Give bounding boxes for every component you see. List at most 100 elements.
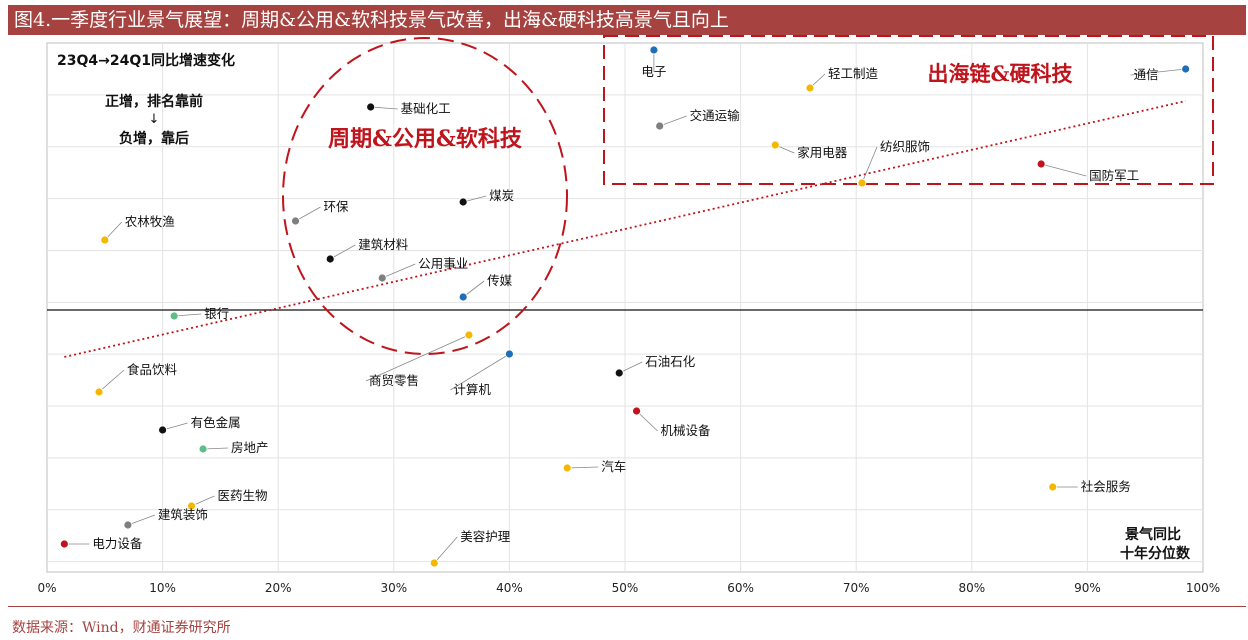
data-point [464, 330, 474, 340]
leader-line [98, 369, 125, 393]
data-point [649, 45, 659, 55]
point-label: 房地产 [231, 440, 269, 455]
data-point [458, 197, 468, 207]
point-label: 汽车 [601, 459, 626, 474]
leader-line [382, 263, 416, 279]
x-tick-label: 100% [1186, 581, 1220, 595]
legend-note-line1: 正增，排名靠前 [105, 93, 203, 110]
x-tick-label: 50% [612, 581, 639, 595]
point-label: 医药生物 [218, 488, 268, 503]
x-tick-label: 60% [727, 581, 754, 595]
leader-line [330, 244, 356, 260]
leader-line [1130, 68, 1186, 76]
scatter-chart: 0% 10% 20% 30% 40% 50% 60% 70% 80% 90% 100% 周期&公用&软… [37, 35, 1220, 595]
annotation-label: 出海链&硬科技 [928, 61, 1074, 86]
x-tick-label: 80% [958, 581, 985, 595]
annotation-label: 周期&公用&软科技 [328, 126, 523, 152]
bottom-rule [8, 606, 1246, 607]
source-note: 数据来源：Wind，财通证券研究所 [12, 620, 231, 636]
leader-line [861, 146, 878, 184]
leader-line [567, 466, 599, 469]
point-label: 国防军工 [1089, 168, 1139, 183]
x-tick-label: 40% [496, 581, 523, 595]
cluster-ellipse [282, 37, 568, 355]
leader-line [462, 280, 485, 298]
point-label: 通信 [1134, 67, 1159, 82]
data-point [377, 273, 387, 283]
data-point [429, 558, 439, 568]
trend-line [64, 100, 1186, 358]
leader-line [127, 514, 156, 526]
point-label: 公用事业 [418, 256, 468, 271]
data-point [59, 539, 69, 549]
data-point [655, 121, 665, 131]
data-point [291, 216, 300, 226]
x-axis-label: 十年分位数 [1120, 545, 1191, 562]
x-tick-label: 30% [380, 581, 407, 595]
point-label: 电子 [641, 64, 666, 79]
data-point [94, 387, 104, 397]
point-label: 纺织服饰 [880, 139, 930, 154]
x-tick-label: 20% [265, 581, 292, 595]
data-point [1181, 64, 1191, 74]
point-label: 轻工制造 [828, 66, 879, 81]
data-point [1048, 482, 1058, 492]
x-tick-label: 10% [149, 581, 176, 595]
point-label: 建筑材料 [358, 237, 409, 252]
data-point [614, 368, 624, 378]
point-label: 农林牧渔 [125, 214, 175, 229]
point-label: 有色金属 [191, 415, 241, 430]
point-label: 计算机 [453, 382, 491, 397]
data-point [366, 102, 376, 112]
data-point [198, 444, 208, 454]
data-point [504, 349, 514, 359]
point-label: 环保 [324, 199, 350, 214]
leader-line [365, 334, 470, 382]
data-point [770, 140, 780, 150]
point-label: 商贸零售 [369, 373, 419, 388]
data-point [123, 520, 133, 530]
legend-note-line2: 负增，靠后 [119, 130, 189, 147]
leader-line [636, 410, 658, 432]
data-point [857, 178, 867, 188]
data-point [632, 406, 641, 416]
point-label: 石油石化 [645, 354, 696, 369]
point-label: 基础化工 [401, 101, 451, 116]
leader-line [450, 353, 510, 391]
data-point [1036, 159, 1046, 169]
point-label: 电力设备 [92, 536, 143, 551]
point-label: 交通运输 [690, 108, 741, 123]
data-point [187, 501, 196, 511]
leader-line [370, 106, 398, 110]
point-label: 传媒 [487, 273, 513, 288]
leader-line [174, 313, 202, 317]
cluster-box [603, 35, 1214, 185]
leader-line [433, 536, 458, 564]
x-tick-label: 0% [37, 581, 56, 595]
data-point [805, 83, 815, 93]
point-label: 机械设备 [661, 423, 712, 438]
data-point [169, 311, 179, 321]
data-point [325, 254, 335, 264]
data-point [562, 463, 572, 473]
leader-line [1041, 163, 1087, 177]
point-label: 食品饮料 [127, 362, 178, 377]
figure-title: 图4.一季度行业景气展望：周期&公用&软科技景气改善，出海&硬科技高景气且向上 [14, 9, 729, 31]
data-point [158, 425, 168, 435]
point-label: 社会服务 [1081, 479, 1131, 494]
point-label: 银行 [204, 306, 229, 321]
leader-line [659, 115, 687, 127]
x-axis-label: 景气同比 [1125, 526, 1181, 543]
data-point [100, 235, 110, 245]
x-tick-label: 90% [1074, 581, 1101, 595]
point-label: 煤炭 [489, 188, 514, 203]
x-tick-label: 70% [843, 581, 870, 595]
chart-title: 23Q4→24Q1同比增速变化 [57, 52, 235, 69]
legend-note-arrow: ↓ [149, 112, 160, 127]
point-label: 建筑装饰 [158, 507, 208, 522]
point-label: 家用电器 [797, 145, 848, 160]
title-bar: 图4.一季度行业景气展望：周期&公用&软科技景气改善，出海&硬科技高景气且向上 [8, 5, 1246, 35]
data-point [458, 292, 468, 302]
leader-line [295, 206, 321, 222]
point-label: 美容护理 [460, 529, 511, 544]
